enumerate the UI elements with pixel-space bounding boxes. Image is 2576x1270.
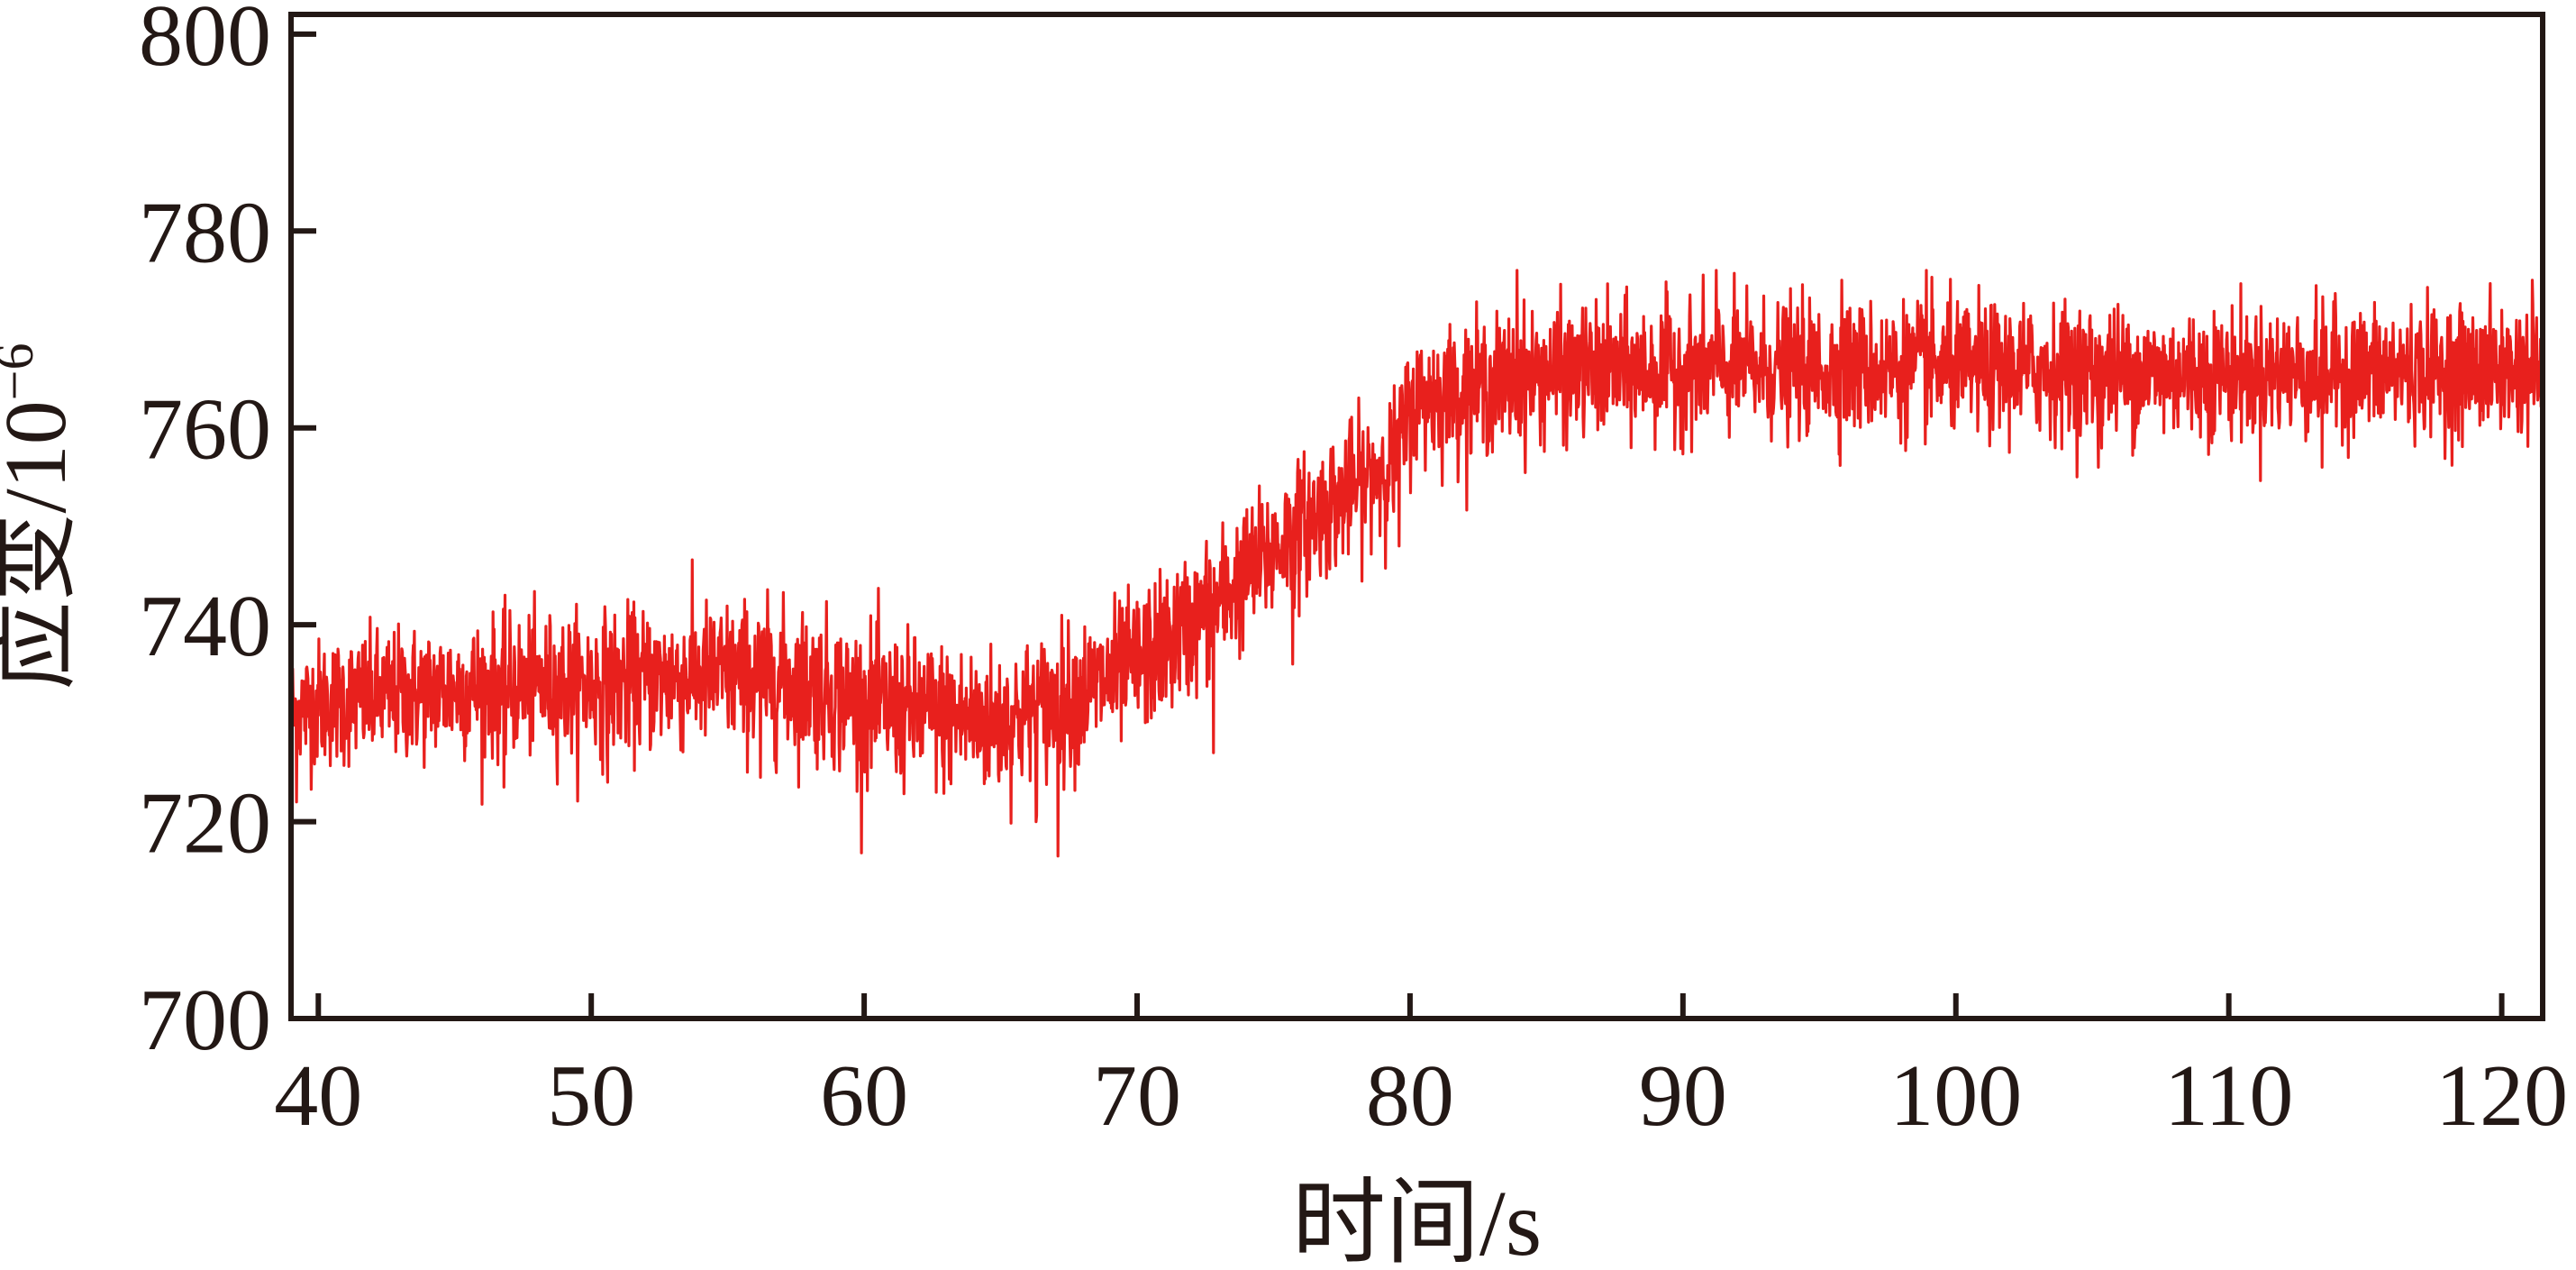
strain-series-line: [289, 269, 2544, 858]
y-tick-label: 760: [139, 381, 271, 479]
y-tick-label: 700: [139, 972, 271, 1069]
x-tick-label: 100: [1889, 1047, 2022, 1145]
x-axis: 40 50 60 70 80 90 100 110 120: [274, 993, 2568, 1145]
x-tick-label: 70: [1093, 1047, 1181, 1145]
x-tick-label: 90: [1639, 1047, 1727, 1145]
x-axis-label: 时间/s: [1292, 1172, 1542, 1265]
y-axis: 700 720 740 760 780 800: [139, 0, 316, 1069]
x-tick-label: 110: [2164, 1047, 2293, 1145]
y-tick-label: 720: [139, 775, 271, 873]
x-tick-label: 120: [2435, 1047, 2568, 1145]
y-tick-label: 800: [139, 0, 271, 85]
plot-frame: [288, 12, 2545, 1021]
x-tick-label: 80: [1366, 1047, 1454, 1145]
series-layer: [289, 269, 2544, 858]
y-axis-label-exponent: −6: [0, 343, 44, 400]
y-axis-label-main: 应变/10: [0, 400, 85, 690]
x-tick-label: 60: [820, 1047, 908, 1145]
x-tick-label: 50: [547, 1047, 635, 1145]
x-tick-label: 40: [274, 1047, 362, 1145]
y-tick-label: 740: [139, 578, 271, 675]
y-tick-label: 780: [139, 184, 271, 281]
y-axis-label: 应变/10−6: [0, 343, 85, 690]
